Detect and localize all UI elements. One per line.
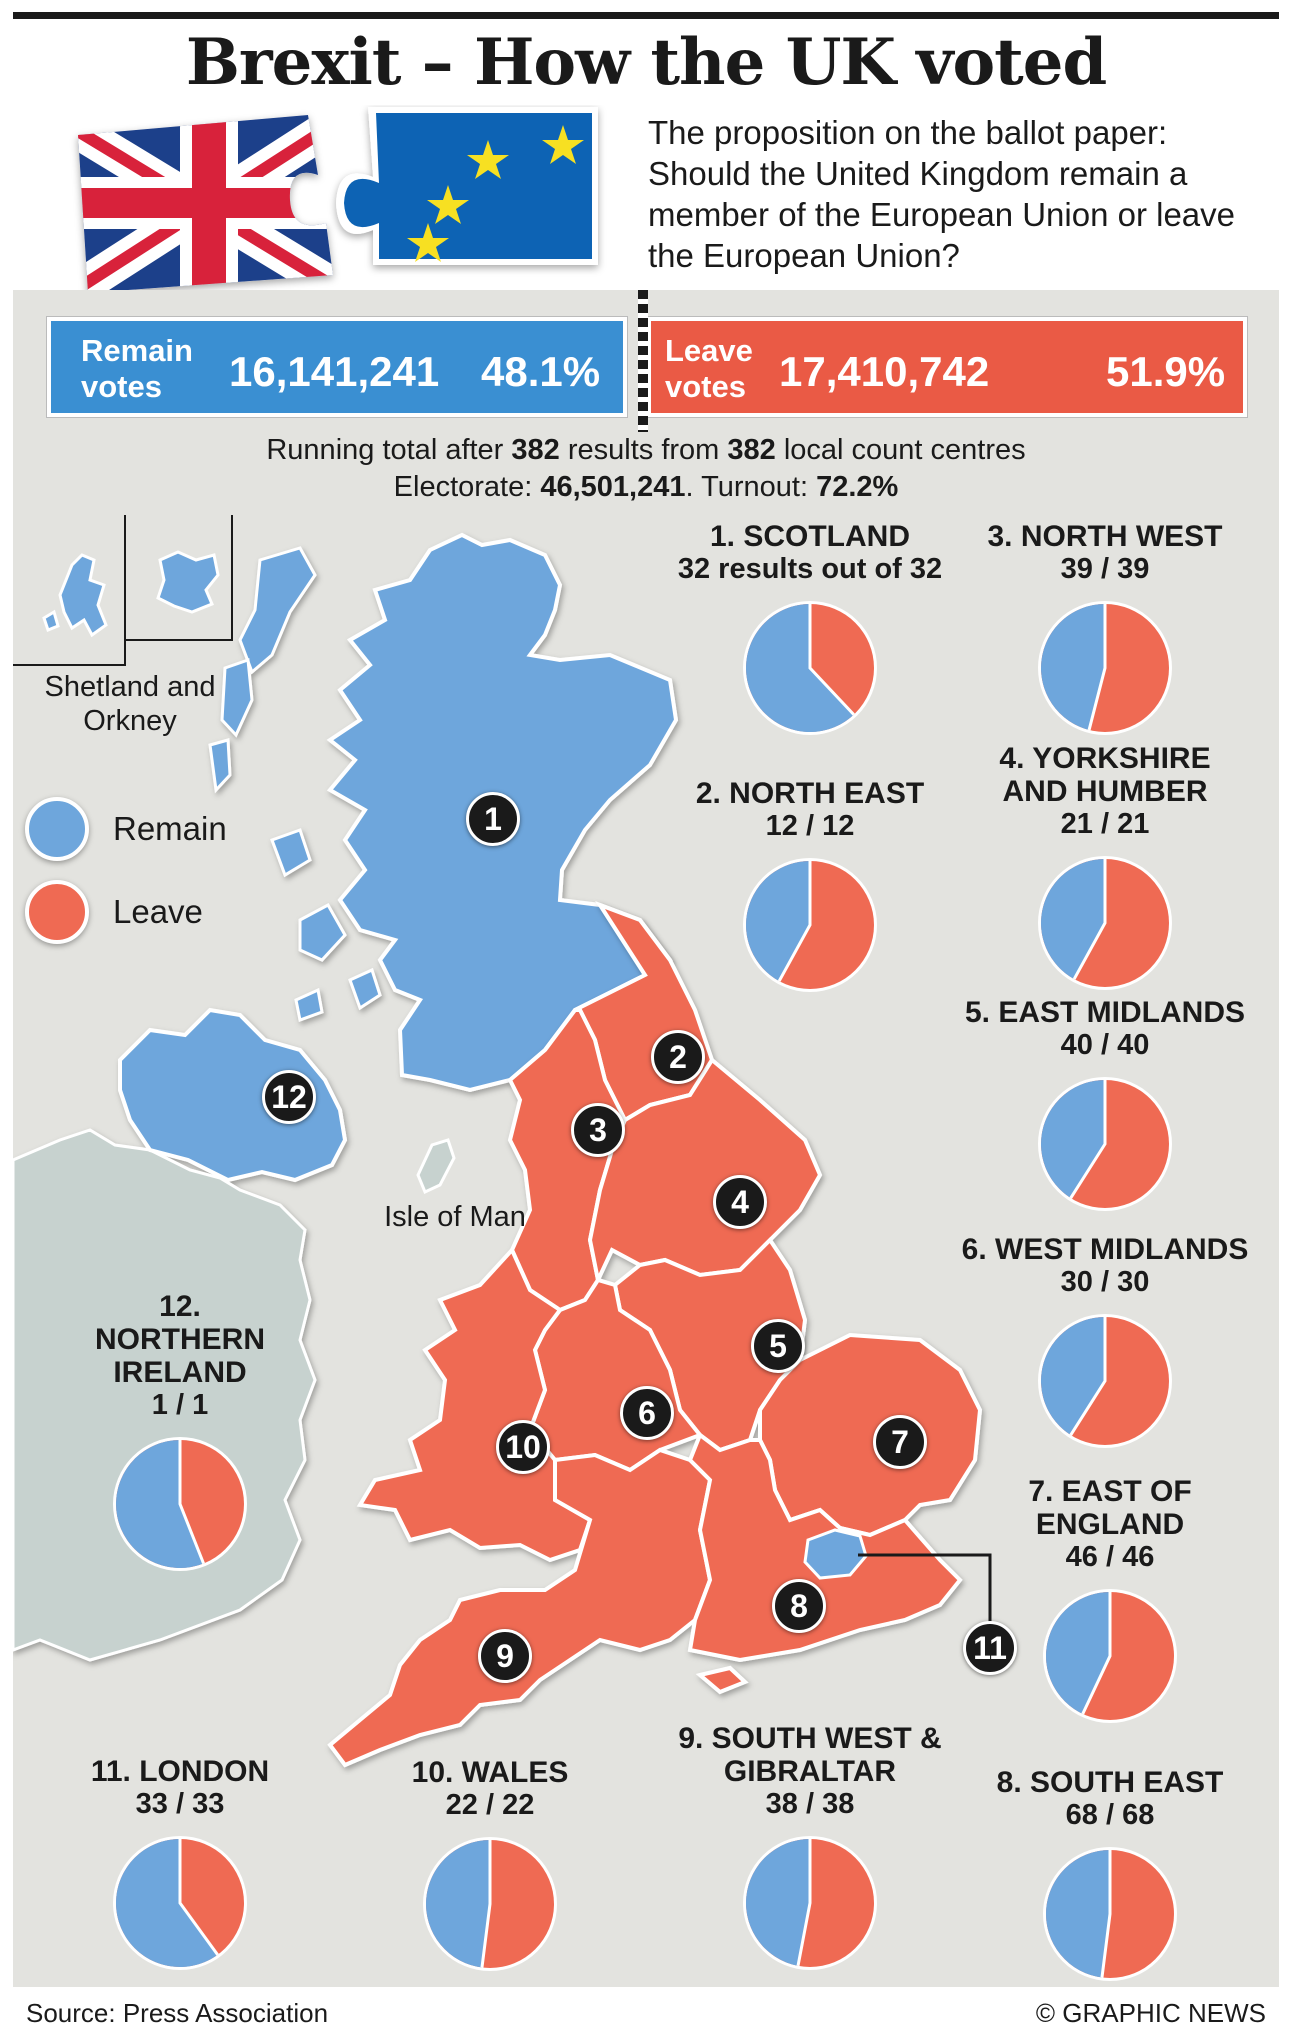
region-marker-5: 5 (751, 1319, 805, 1373)
pie-chart-london (113, 1836, 247, 1970)
region-east-midlands: 5. EAST MIDLANDS 40 / 40 (945, 996, 1265, 1216)
region-marker-7: 7 (873, 1415, 927, 1469)
pie-slice-remain (746, 1839, 810, 1966)
leave-votes: 17,410,742 (779, 348, 990, 395)
remain-total-box: Remain votes 16,141,241 48.1% (47, 317, 627, 417)
legend-leave-swatch (25, 880, 89, 944)
pie-separator (178, 1839, 219, 1956)
pie-separator (1069, 1317, 1107, 1436)
region-north-east: 2. NORTH EAST 12 / 12 (650, 777, 970, 997)
ballot-proposition: The proposition on the ballot paper: Sho… (648, 114, 1236, 274)
pie-separator (1087, 604, 1107, 731)
region-wales: 10. WALES 22 / 22 (380, 1756, 600, 1976)
results-bar: Remain votes 16,141,241 48.1% Leave vote… (47, 317, 1247, 417)
totals-line-1: Running total after 382 results from 382… (266, 434, 1026, 466)
region-scotland: 1. SCOTLAND 32 results out of 32 (650, 520, 970, 740)
region-marker-10: 10 (496, 1420, 550, 1474)
pie-chart-wales (423, 1837, 557, 1971)
legend-leave: Leave (25, 880, 203, 944)
leave-percent: 51.9% (1106, 348, 1226, 395)
pie-slice-remain (425, 1840, 490, 1968)
eu-flag-icon (336, 107, 598, 265)
region-marker-6: 6 (620, 1386, 674, 1440)
region-yorkshire-humber: 4. YORKSHIRE AND HUMBER 21 / 21 (985, 742, 1225, 995)
union-jack-icon (78, 115, 333, 293)
scottish-islands (208, 546, 382, 1023)
pie-chart-north-east (743, 858, 877, 992)
region-south-east: 8. SOUTH EAST 68 / 68 (975, 1766, 1245, 1986)
isle-of-wight (695, 1665, 749, 1695)
pie-chart-south-west (743, 1836, 877, 1970)
copyright-credit: © GRAPHIC NEWS (1035, 1998, 1266, 2028)
region-south-west: 9. SOUTH WEST & GIBRALTAR 38 / 38 (665, 1722, 955, 1975)
leave-total-box: Leave votes 17,410,742 51.9% (647, 317, 1247, 417)
remain-votes: 16,141,241 (229, 348, 440, 395)
region-north-west: 3. NORTH WEST 39 / 39 (965, 520, 1245, 740)
region-marker-3: 3 (571, 1103, 625, 1157)
region-east-of-england: 7. EAST OF ENGLAND 46 / 46 (1000, 1475, 1220, 1728)
pie-chart-northern-ireland (113, 1437, 247, 1571)
remain-percent: 48.1% (481, 348, 601, 395)
region-marker-2: 2 (651, 1030, 705, 1084)
region-marker-8: 8 (772, 1579, 826, 1633)
pie-slice-remain (1045, 1850, 1110, 1978)
pie-separator (480, 1840, 492, 1968)
isle-of-man (416, 1138, 456, 1195)
result-divider (638, 290, 648, 432)
pie-separator (808, 604, 855, 716)
region-northern-ireland: 12. NORTHERN IRELAND 1 / 1 (80, 1290, 280, 1576)
region-marker-11: 11 (963, 1621, 1017, 1675)
pie-separator (1081, 1592, 1112, 1715)
top-rule (13, 12, 1279, 19)
pie-separator (178, 1440, 205, 1565)
source-credit: Source: Press Association (26, 1998, 329, 2028)
pie-separator (796, 1839, 812, 1967)
flags-puzzle-illustration (78, 107, 598, 293)
pie-chart-east-of-england (1043, 1589, 1177, 1723)
pie-chart-south-east (1043, 1847, 1177, 1981)
totals-line-2: Electorate: 46,501,241. Turnout: 72.2% (393, 471, 899, 503)
region-marker-9: 9 (478, 1629, 532, 1683)
pie-separator (777, 861, 812, 982)
pie-separator (1069, 1080, 1107, 1199)
london-region (803, 1528, 868, 1580)
wales-region (356, 1246, 593, 1563)
pie-slice-remain (746, 604, 854, 732)
region-london: 11. LONDON 33 / 33 (60, 1755, 300, 1975)
region-west-midlands: 6. WEST MIDLANDS 30 / 30 (945, 1233, 1265, 1453)
pie-separator (1072, 859, 1107, 980)
pie-slice-remain (1046, 1592, 1110, 1714)
london-leader-line (858, 1553, 992, 1640)
shetland-orkney-islands (42, 550, 220, 638)
page-title: Brexit – How the UK voted (185, 25, 1107, 100)
pie-chart-north-west (1038, 601, 1172, 735)
legend-remain: Remain (25, 797, 227, 861)
pie-chart-yorkshire-humber (1038, 856, 1172, 990)
region-marker-1: 1 (466, 792, 520, 846)
legend-remain-swatch (25, 797, 89, 861)
pie-slice-remain (115, 1839, 218, 1967)
region-marker-4: 4 (713, 1175, 767, 1229)
pie-chart-west-midlands (1038, 1314, 1172, 1448)
isle-of-man-label: Isle of Man (384, 1201, 526, 1233)
northern-ireland-region (118, 1007, 348, 1183)
pie-chart-scotland (743, 601, 877, 735)
leave-label: Leave votes (665, 333, 753, 404)
shetland-orkney-label: Shetland and Orkney (44, 671, 216, 737)
pie-slice-remain (1041, 604, 1105, 730)
remain-label: Remain votes (81, 333, 193, 404)
pie-separator (1100, 1850, 1112, 1978)
region-marker-12: 12 (262, 1070, 316, 1124)
running-totals: Running total after 382 results from 382… (13, 432, 1279, 506)
pie-slice-remain (115, 1440, 204, 1568)
pie-chart-east-midlands (1038, 1077, 1172, 1211)
